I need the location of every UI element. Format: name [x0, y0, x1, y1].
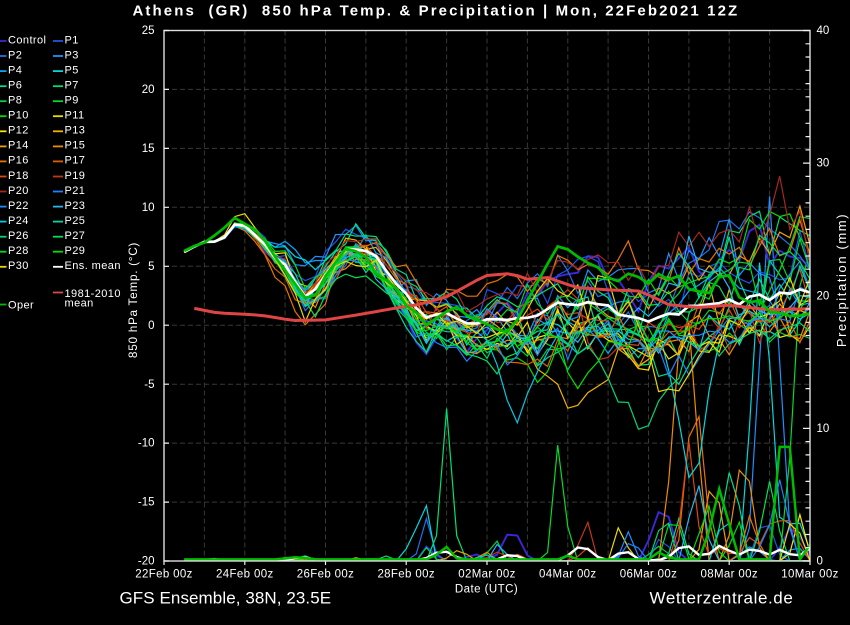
- svg-text:Precipitation (mm): Precipitation (mm): [834, 213, 849, 347]
- svg-text:P24: P24: [8, 215, 29, 227]
- svg-text:02Mar 00z: 02Mar 00z: [458, 569, 515, 581]
- svg-text:0: 0: [148, 320, 154, 332]
- svg-text:22Feb 00z: 22Feb 00z: [135, 569, 193, 581]
- svg-text:Control: Control: [8, 34, 46, 46]
- svg-text:P25: P25: [65, 215, 86, 227]
- svg-text:-10: -10: [138, 438, 155, 450]
- svg-text:0: 0: [817, 556, 823, 568]
- svg-text:10: 10: [142, 202, 155, 214]
- svg-text:P1: P1: [65, 34, 79, 46]
- svg-text:Wetterzentrale.de: Wetterzentrale.de: [650, 589, 794, 608]
- svg-text:20: 20: [142, 84, 155, 96]
- svg-text:P14: P14: [8, 140, 29, 152]
- svg-text:P10: P10: [8, 110, 29, 122]
- svg-text:08Mar 00z: 08Mar 00z: [700, 569, 757, 581]
- svg-text:P4: P4: [8, 64, 22, 76]
- svg-text:P7: P7: [65, 80, 79, 92]
- svg-text:P21: P21: [65, 185, 86, 197]
- svg-text:P3: P3: [65, 49, 79, 61]
- svg-text:24Feb 00z: 24Feb 00z: [216, 569, 274, 581]
- svg-text:GFS Ensemble, 38N, 23.5E: GFS Ensemble, 38N, 23.5E: [120, 588, 332, 607]
- svg-text:P2: P2: [8, 49, 22, 61]
- svg-text:P15: P15: [65, 140, 86, 152]
- svg-text:mean: mean: [65, 298, 94, 310]
- svg-text:04Mar 00z: 04Mar 00z: [539, 569, 596, 581]
- svg-text:P22: P22: [8, 200, 29, 212]
- svg-text:P16: P16: [8, 155, 29, 167]
- svg-text:5: 5: [148, 261, 154, 273]
- svg-text:10Mar 00z: 10Mar 00z: [781, 569, 838, 581]
- svg-text:06Mar 00z: 06Mar 00z: [620, 569, 677, 581]
- svg-text:P30: P30: [8, 260, 29, 272]
- svg-text:850 hPa Temp. (°C): 850 hPa Temp. (°C): [126, 242, 140, 358]
- svg-text:30: 30: [817, 158, 830, 170]
- svg-text:-15: -15: [138, 497, 155, 509]
- svg-text:P20: P20: [8, 185, 29, 197]
- svg-text:P26: P26: [8, 230, 29, 242]
- svg-text:P6: P6: [8, 80, 22, 92]
- svg-text:P23: P23: [65, 200, 86, 212]
- svg-text:26Feb 00z: 26Feb 00z: [297, 569, 355, 581]
- svg-text:Date (UTC): Date (UTC): [455, 584, 518, 596]
- svg-text:P11: P11: [65, 110, 85, 122]
- svg-text:P29: P29: [65, 245, 86, 257]
- svg-text:P18: P18: [8, 170, 29, 182]
- svg-text:28Feb 00z: 28Feb 00z: [377, 569, 435, 581]
- svg-text:40: 40: [817, 25, 830, 37]
- svg-text:-5: -5: [144, 379, 154, 391]
- svg-text:1981-2010: 1981-2010: [65, 288, 121, 300]
- svg-text:P17: P17: [65, 155, 86, 167]
- svg-text:Oper: Oper: [8, 299, 34, 311]
- svg-text:-20: -20: [138, 556, 155, 568]
- svg-text:P9: P9: [65, 95, 79, 107]
- svg-text:P13: P13: [65, 125, 86, 137]
- svg-text:15: 15: [142, 143, 155, 155]
- svg-text:25: 25: [142, 25, 155, 37]
- svg-text:P8: P8: [8, 95, 22, 107]
- svg-text:Athens (GR) 850 hPa Temp. &: Athens (GR) 850 hPa Temp. & Precipitatio…: [133, 2, 740, 19]
- svg-text:P28: P28: [8, 245, 29, 257]
- svg-text:P19: P19: [65, 170, 86, 182]
- svg-text:P5: P5: [65, 64, 79, 76]
- svg-text:10: 10: [817, 423, 830, 435]
- svg-text:Ens. mean: Ens. mean: [65, 260, 121, 272]
- svg-text:P27: P27: [65, 230, 86, 242]
- svg-text:P12: P12: [8, 125, 29, 137]
- svg-text:20: 20: [817, 290, 830, 302]
